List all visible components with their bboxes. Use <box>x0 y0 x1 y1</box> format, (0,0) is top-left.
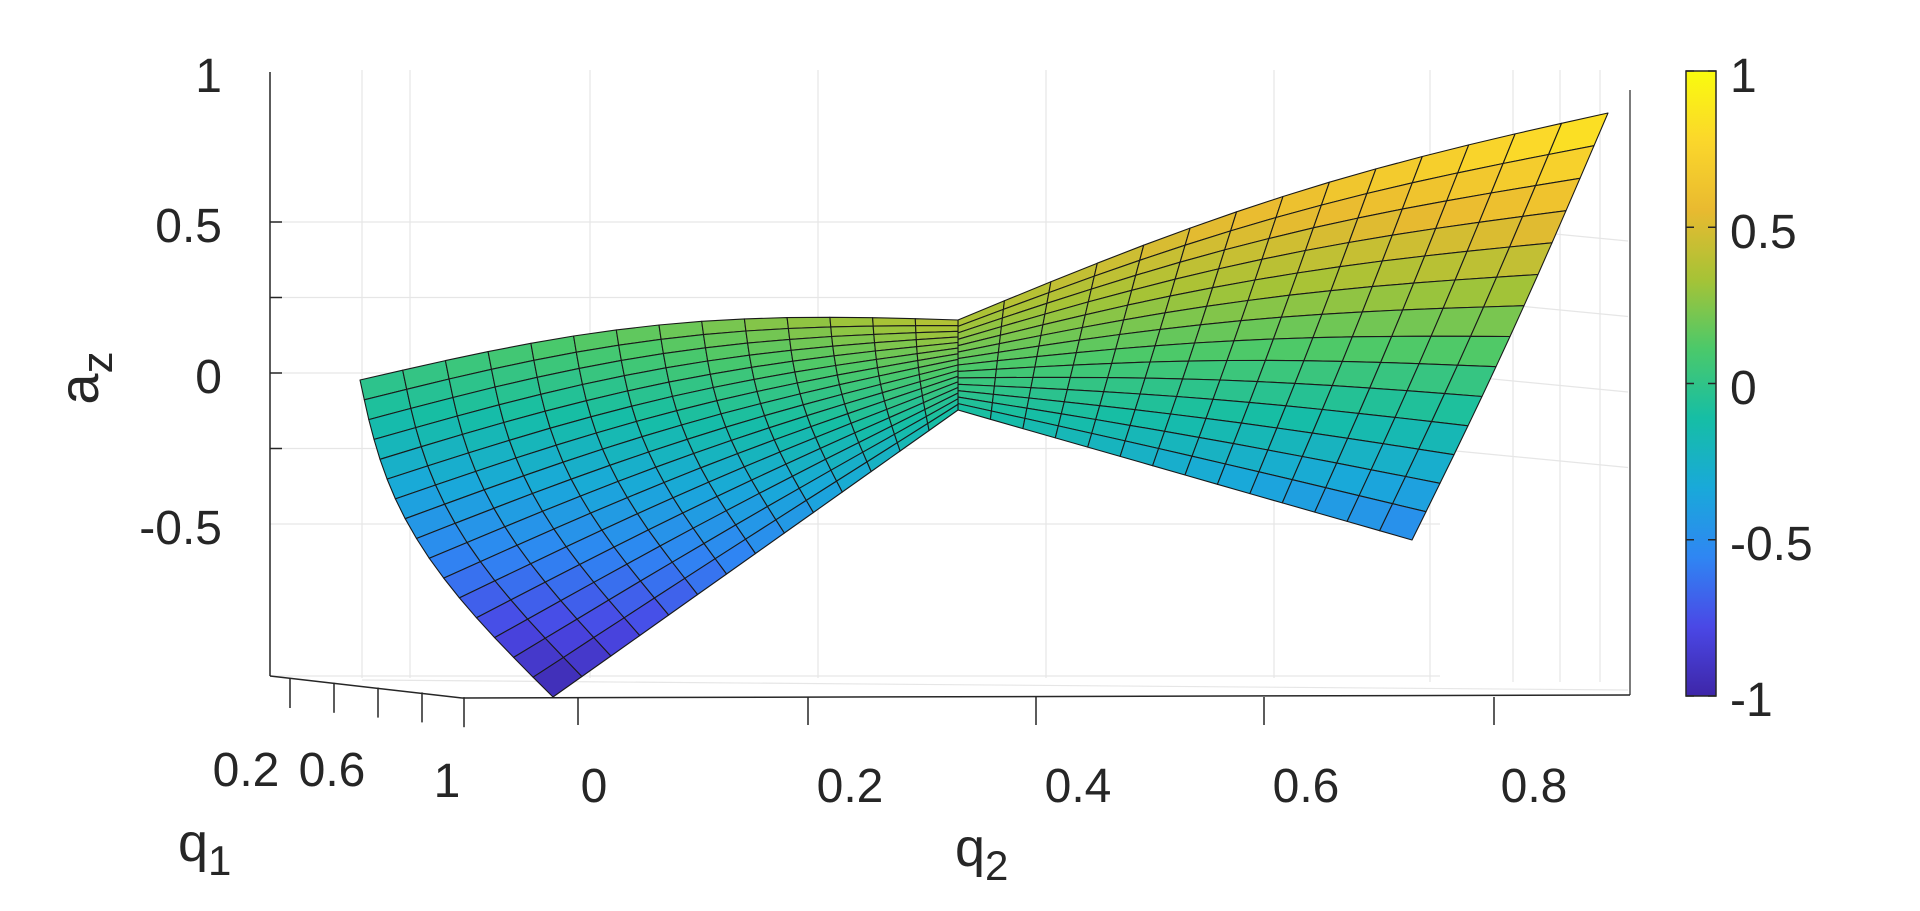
x-tick-label: 0 <box>581 760 608 813</box>
surface-face <box>1103 377 1146 395</box>
y-tick-label: 0.6 <box>299 744 366 797</box>
surface-face <box>1107 361 1151 379</box>
surface-face <box>1144 360 1190 380</box>
x-tick-label: 0.4 <box>1045 760 1112 813</box>
y-axis-label: q1 <box>178 813 231 884</box>
colorbar-tick-label: 0 <box>1730 362 1757 415</box>
surface-face <box>1182 359 1228 381</box>
surface-face <box>829 316 874 328</box>
z-tick-label: 0 <box>195 351 222 404</box>
y-tick-label: 0.2 <box>213 744 280 797</box>
grid-line <box>1429 447 1629 469</box>
x-tick-label: 0.8 <box>1501 760 1568 813</box>
y-tick-label: 1 <box>434 755 461 808</box>
colorbar-tick-label: -1 <box>1730 674 1773 727</box>
surface-face <box>1176 378 1221 400</box>
surface-face <box>1032 364 1074 378</box>
surface-face <box>1379 503 1427 541</box>
surface-face <box>1139 377 1184 398</box>
colorbar-ticks <box>1686 70 1716 697</box>
surface-face <box>1069 362 1113 379</box>
x-axis-label: q2 <box>955 818 1008 889</box>
y-axis-line <box>269 675 463 699</box>
surface-face <box>1149 342 1196 363</box>
x-axis-line <box>461 694 1631 699</box>
surface-face <box>1111 345 1156 364</box>
z-tick-label: 1 <box>195 50 222 103</box>
z-tick-label: -0.5 <box>139 502 222 555</box>
colorbar-tick-label: 1 <box>1730 50 1757 103</box>
surface-face <box>1188 340 1235 362</box>
z-axis-label: az <box>47 351 122 404</box>
surface-mesh <box>359 112 1609 698</box>
surface-face <box>927 403 959 432</box>
colorbar-tick-label: 0.5 <box>1730 206 1797 259</box>
colorbar-tick-label: -0.5 <box>1730 518 1813 571</box>
z-tick-label: 0.5 <box>155 200 222 253</box>
axes <box>269 72 1631 728</box>
surface-face <box>872 317 917 327</box>
surface-face <box>914 318 959 327</box>
x-tick-label: 0.6 <box>1273 760 1340 813</box>
surface-face <box>994 366 1036 379</box>
x-tick-label: 0.2 <box>817 760 884 813</box>
